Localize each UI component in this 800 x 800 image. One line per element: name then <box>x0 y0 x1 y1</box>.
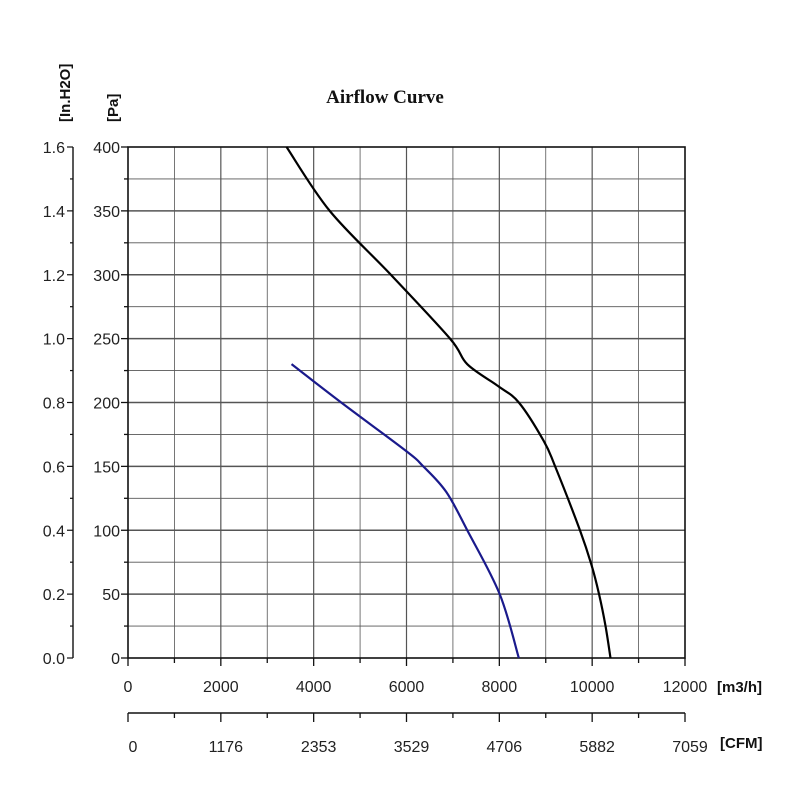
y-tick-label: 350 <box>93 204 120 221</box>
y-tick-label: 150 <box>93 459 120 476</box>
cfm-tick-label: 1176 <box>209 739 244 756</box>
inh2o-tick-label: 0.0 <box>43 651 65 668</box>
inh2o-tick-label: 1.0 <box>43 332 65 349</box>
x-tick-label: 12000 <box>663 679 708 696</box>
cfm-tick-label: 4706 <box>487 739 523 756</box>
inh2o-tick-label: 0.6 <box>43 459 65 476</box>
y-axis-label: [Pa] <box>105 94 122 122</box>
y-axis-secondary-label: [In.H2O] <box>57 64 74 122</box>
inh2o-tick-label: 0.8 <box>43 396 65 413</box>
y-tick-label: 300 <box>93 268 120 285</box>
y-tick-label: 250 <box>93 332 120 349</box>
grid <box>128 147 685 658</box>
y-tick-label: 200 <box>93 396 120 413</box>
inh2o-tick-label: 1.6 <box>43 140 65 157</box>
y-tick-label: 0 <box>111 651 120 668</box>
series-lines <box>285 146 612 659</box>
x-tick-label: 6000 <box>389 679 425 696</box>
y-tick-label: 50 <box>102 587 120 604</box>
inh2o-tick-label: 1.4 <box>43 204 65 221</box>
cfm-tick-label: 0 <box>129 739 138 756</box>
x-axis-label: [m3/h] <box>717 679 762 696</box>
y-tick-label: 400 <box>93 140 120 157</box>
series-line-curve-2 <box>290 363 520 659</box>
x-tick-label: 10000 <box>570 679 615 696</box>
series-line-curve-1 <box>285 146 612 659</box>
cfm-tick-label: 7059 <box>672 739 708 756</box>
chart-title: Airflow Curve <box>326 87 444 108</box>
cfm-tick-label: 5882 <box>579 739 615 756</box>
x-tick-label: 4000 <box>296 679 332 696</box>
x-axis-secondary-label: [CFM] <box>720 735 762 752</box>
cfm-tick-label: 2353 <box>301 739 337 756</box>
x-tick-label: 8000 <box>482 679 518 696</box>
y-tick-label: 100 <box>93 523 120 540</box>
x-tick-label: 2000 <box>203 679 239 696</box>
cfm-tick-label: 3529 <box>394 739 430 756</box>
x-tick-label: 0 <box>124 679 133 696</box>
inh2o-tick-label: 0.4 <box>43 523 65 540</box>
inh2o-tick-label: 1.2 <box>43 268 65 285</box>
inh2o-tick-label: 0.2 <box>43 587 65 604</box>
